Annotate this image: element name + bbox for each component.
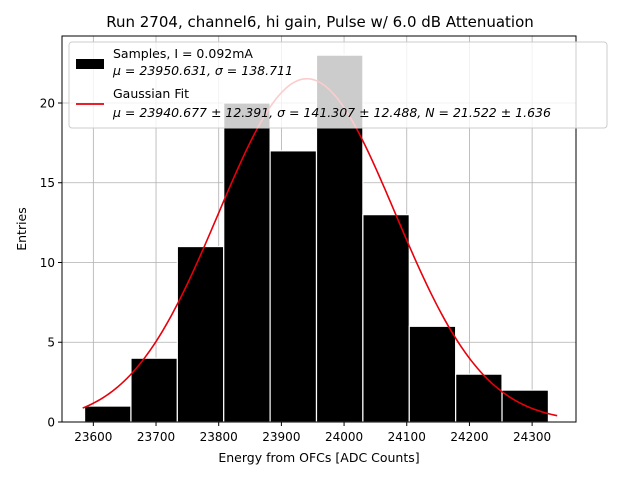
y-axis-ticks: 0 5 10 15 20 <box>40 96 62 430</box>
histogram-bar <box>362 214 410 423</box>
histogram-bar <box>408 325 457 423</box>
histogram-bar <box>83 405 132 423</box>
histogram-bar <box>269 150 318 423</box>
plot-frame <box>61 35 577 423</box>
y-tick-label: 5 <box>47 336 55 350</box>
legend-swatch-samples <box>76 59 104 69</box>
y-tick-label: 0 <box>47 416 55 430</box>
x-axis-ticks: 23600 23700 23800 23900 24000 24100 24200 24300 <box>74 422 551 444</box>
x-tick-label: 24100 <box>388 430 426 444</box>
chart-title: Run 2704, channel6, hi gain, Pulse w/ 6.… <box>106 13 534 31</box>
legend-samples-line1: Samples, I = 0.092mA <box>113 46 253 61</box>
legend: Samples, I = 0.092mA μ = 23950.631, σ = … <box>68 41 608 129</box>
y-tick-label: 10 <box>40 256 55 270</box>
x-tick-label: 24300 <box>513 430 551 444</box>
x-tick-label: 23800 <box>200 430 238 444</box>
y-axis-label: Entries <box>14 207 29 251</box>
y-tick-label: 20 <box>40 96 55 110</box>
x-tick-label: 23600 <box>74 430 112 444</box>
x-axis-label: Energy from OFCs [ADC Counts] <box>218 450 419 465</box>
histogram-bar <box>455 373 503 423</box>
legend-fit-line2: μ = 23940.677 ± 12.391, σ = 141.307 ± 12… <box>112 105 551 120</box>
histogram-bar <box>176 245 225 423</box>
x-tick-label: 24000 <box>325 430 363 444</box>
histogram-bar <box>130 357 178 423</box>
legend-frame <box>68 41 608 129</box>
legend-fit-line1: Gaussian Fit <box>113 86 189 101</box>
x-tick-label: 23900 <box>262 430 300 444</box>
legend-samples-line2: μ = 23950.631, σ = 138.711 <box>112 63 293 78</box>
x-tick-label: 23700 <box>137 430 175 444</box>
y-tick-label: 15 <box>40 176 55 190</box>
x-tick-label: 24200 <box>450 430 488 444</box>
